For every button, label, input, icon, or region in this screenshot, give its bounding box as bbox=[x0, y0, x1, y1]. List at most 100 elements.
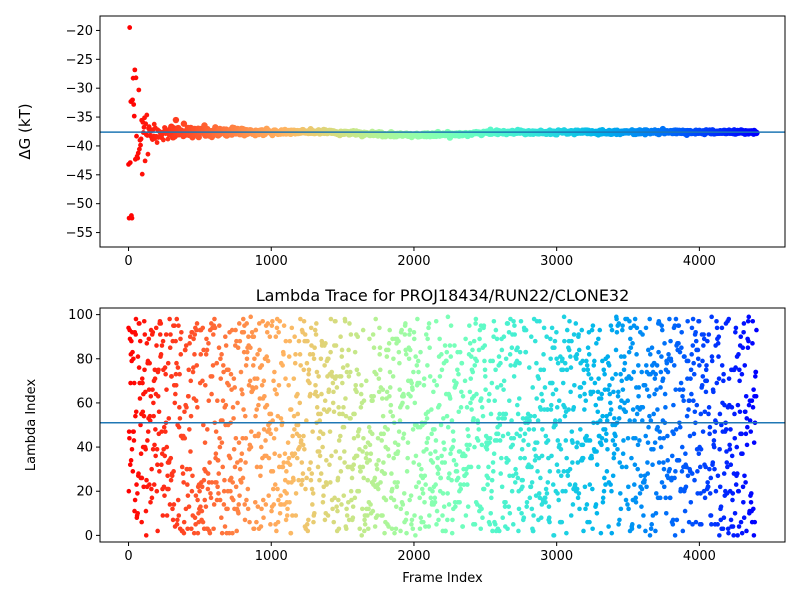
lambda-point bbox=[539, 391, 544, 397]
lambda-point bbox=[711, 444, 717, 450]
lambda-point bbox=[670, 517, 676, 523]
lambda-point bbox=[707, 424, 713, 430]
lambda-point bbox=[194, 321, 200, 326]
lambda-point bbox=[526, 427, 532, 432]
lambda-point bbox=[638, 473, 644, 479]
lambda-point bbox=[650, 462, 655, 468]
lambda-point bbox=[375, 513, 380, 518]
lambda-point bbox=[453, 462, 459, 468]
lambda-point bbox=[562, 413, 568, 419]
lambda-point bbox=[361, 398, 367, 404]
lambda-point bbox=[661, 484, 667, 490]
lambda-point bbox=[288, 530, 294, 536]
lambda-point bbox=[422, 473, 428, 479]
lambda-point bbox=[326, 387, 332, 392]
lambda-point bbox=[647, 413, 652, 419]
lambda-point bbox=[706, 411, 711, 417]
lambda-point bbox=[545, 438, 551, 443]
lambda-point bbox=[329, 453, 334, 459]
lambda-point bbox=[695, 356, 701, 362]
lambda-point bbox=[330, 380, 336, 386]
lambda-point bbox=[410, 427, 416, 432]
lambda-point bbox=[514, 402, 520, 408]
lambda-point bbox=[588, 376, 594, 381]
lambda-point bbox=[314, 369, 320, 375]
lambda-point bbox=[216, 491, 221, 496]
lambda-point bbox=[491, 469, 496, 474]
lambda-point bbox=[380, 513, 385, 518]
lambda-point bbox=[640, 332, 645, 337]
lambda-point bbox=[724, 460, 730, 465]
lambda-point bbox=[620, 451, 626, 456]
lambda-point bbox=[421, 382, 427, 388]
lambda-point bbox=[350, 466, 355, 472]
lambda-point bbox=[477, 327, 483, 333]
lambda-point bbox=[304, 360, 310, 366]
lambda-point bbox=[743, 431, 749, 437]
lambda-point bbox=[601, 488, 607, 494]
delta-g-point bbox=[135, 155, 141, 161]
lambda-point bbox=[553, 422, 558, 428]
lambda-point bbox=[335, 475, 341, 481]
lambda-point bbox=[222, 524, 228, 529]
lambda-point bbox=[387, 369, 393, 375]
lambda-point bbox=[688, 499, 694, 505]
lambda-point bbox=[139, 475, 145, 481]
lambda-point bbox=[403, 321, 408, 326]
lambda-point bbox=[276, 329, 281, 335]
lambda-point bbox=[291, 376, 297, 381]
lambda-point bbox=[742, 363, 748, 368]
lambda-point bbox=[331, 409, 337, 415]
lambda-point bbox=[507, 511, 513, 516]
lambda-point bbox=[269, 508, 274, 514]
lambda-point bbox=[516, 528, 521, 534]
lambda-point bbox=[505, 526, 510, 532]
lambda-point bbox=[377, 367, 383, 373]
lambda-point bbox=[336, 405, 341, 410]
delta-g-axes-frame bbox=[99, 15, 786, 248]
lambda-point bbox=[618, 506, 624, 512]
lambda-point bbox=[400, 502, 406, 507]
lambda-point bbox=[548, 407, 554, 412]
lambda-point bbox=[608, 400, 613, 406]
lambda-point bbox=[284, 513, 290, 518]
lambda-point bbox=[495, 385, 500, 390]
lambda-point bbox=[375, 435, 381, 441]
lambda-point bbox=[658, 444, 664, 450]
lambda-point bbox=[627, 418, 633, 423]
lambda-point bbox=[634, 325, 640, 331]
lambda-point bbox=[449, 418, 455, 423]
lambda-point bbox=[283, 517, 289, 523]
lambda-point bbox=[431, 389, 436, 395]
lambda-point bbox=[222, 477, 227, 483]
lambda-point bbox=[426, 524, 432, 529]
lambda-point bbox=[564, 327, 570, 333]
lambda-point bbox=[391, 497, 397, 503]
lambda-point bbox=[570, 460, 575, 465]
lambda-point bbox=[639, 486, 645, 492]
lambda-point bbox=[219, 440, 225, 445]
lambda-point bbox=[413, 484, 419, 490]
lambda-point bbox=[419, 466, 424, 472]
lambda-point bbox=[629, 455, 634, 461]
lambda-point bbox=[465, 446, 471, 452]
lambda-point bbox=[498, 360, 503, 366]
lambda-point bbox=[460, 524, 466, 529]
lambda-point bbox=[657, 495, 663, 501]
lambda-point bbox=[411, 460, 416, 465]
lambda-point bbox=[380, 387, 386, 392]
lambda-point bbox=[543, 433, 549, 439]
lambda-point bbox=[193, 398, 199, 404]
lambda-point bbox=[498, 382, 504, 388]
lambda-point bbox=[730, 524, 736, 529]
lambda-point bbox=[658, 369, 664, 375]
lambda-point bbox=[665, 458, 670, 463]
lambda-point bbox=[549, 325, 555, 331]
lambda-point bbox=[248, 345, 253, 351]
lambda-point bbox=[528, 334, 534, 339]
lambda-point bbox=[446, 502, 452, 507]
delta-g-point bbox=[130, 97, 135, 103]
lambda-point bbox=[197, 488, 202, 494]
lambda-point bbox=[310, 502, 315, 507]
y-tick-label: −50 bbox=[66, 197, 93, 212]
